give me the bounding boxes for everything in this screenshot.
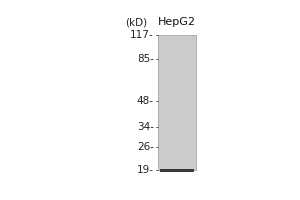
Text: 26-: 26- <box>137 142 154 152</box>
Text: 48-: 48- <box>137 96 154 106</box>
Text: 19-: 19- <box>137 165 154 175</box>
Bar <box>160 169 194 172</box>
Text: 117-: 117- <box>130 30 154 40</box>
Text: 85-: 85- <box>137 54 154 64</box>
Bar <box>158 35 196 170</box>
Text: (kD): (kD) <box>124 17 147 27</box>
Text: HepG2: HepG2 <box>158 17 196 27</box>
Text: 34-: 34- <box>137 122 154 132</box>
